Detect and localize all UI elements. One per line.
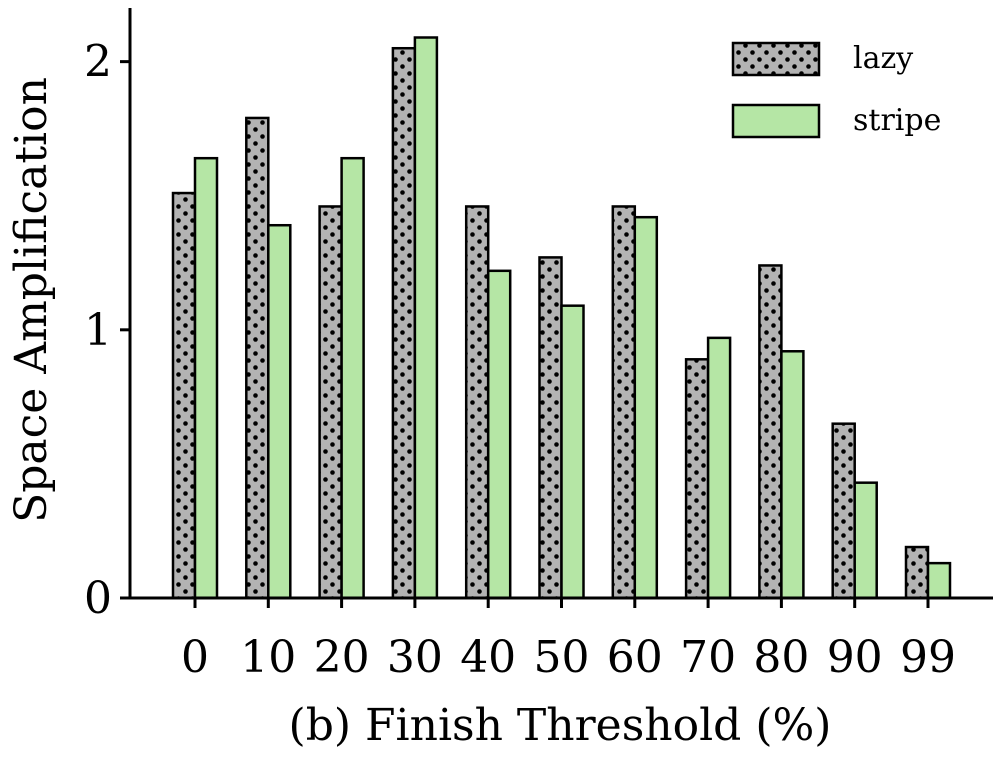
x-axis-title: (b) Finish Threshold (%) [289, 700, 832, 751]
legend-label-stripe: stripe [853, 103, 941, 138]
bar-lazy-30 [391, 46, 417, 600]
legend-label-lazy: lazy [853, 41, 913, 76]
bar-stripe-80 [780, 350, 805, 600]
bar-lazy-70 [684, 358, 710, 600]
x-tick-label: 40 [460, 632, 516, 683]
bar-stripe-10 [267, 223, 292, 600]
x-tick-label: 99 [900, 632, 956, 683]
x-tick-label: 80 [753, 632, 809, 683]
y-tick-label: 0 [84, 573, 112, 624]
bar-lazy-50 [538, 256, 563, 600]
x-tick-label: 0 [181, 632, 209, 683]
bar-stripe-40 [486, 269, 512, 600]
x-tick-label: 10 [240, 632, 296, 683]
bar-lazy-20 [318, 205, 343, 600]
y-axis-title: Space Amplification [6, 77, 57, 523]
bars-group [171, 36, 952, 600]
x-tick-label: 90 [827, 632, 883, 683]
y-tick-label: 1 [84, 305, 112, 356]
legend-swatch-lazy [731, 41, 821, 77]
bar-lazy-90 [831, 422, 856, 600]
bar-stripe-0 [193, 156, 219, 600]
x-tick-label: 60 [607, 632, 663, 683]
x-axis-ticks: 0 10 20 30 40 50 60 70 80 90 99 [181, 598, 956, 683]
bar-lazy-0 [171, 191, 197, 600]
bar-stripe-70 [706, 336, 732, 600]
x-tick-label: 50 [534, 632, 590, 683]
legend: lazy stripe [731, 41, 941, 139]
bar-stripe-90 [853, 481, 878, 600]
bar-lazy-80 [758, 264, 783, 600]
x-tick-label: 20 [314, 632, 370, 683]
bar-stripe-20 [340, 156, 365, 600]
bar-stripe-50 [560, 304, 585, 600]
y-axis-ticks: 0 1 2 [84, 37, 130, 624]
bar-stripe-30 [413, 36, 439, 600]
bar-lazy-60 [611, 205, 637, 600]
bar-lazy-10 [245, 116, 270, 600]
y-tick-label: 2 [84, 37, 112, 88]
x-tick-label: 30 [387, 632, 443, 683]
legend-swatch-stripe [731, 103, 821, 139]
bar-lazy-40 [464, 205, 490, 600]
x-tick-label: 70 [680, 632, 736, 683]
bar-stripe-99 [926, 561, 952, 600]
bar-lazy-99 [904, 545, 930, 600]
bar-stripe-60 [633, 215, 659, 600]
